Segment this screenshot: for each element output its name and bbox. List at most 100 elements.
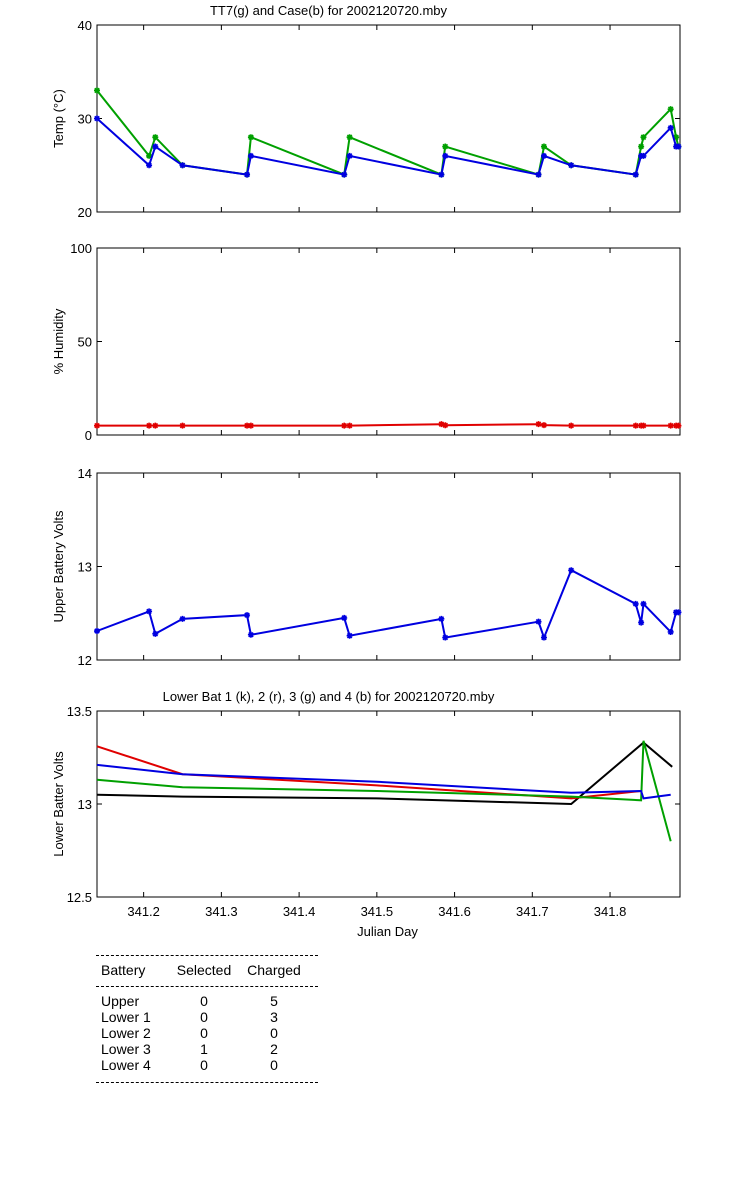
data-point: [247, 631, 254, 638]
y-tick-label: 14: [78, 466, 92, 481]
data-point: [341, 614, 348, 621]
table-mid-rule: [96, 986, 318, 987]
table-row: Upper 0 5: [96, 993, 318, 1009]
plot-frame: [96, 24, 681, 213]
data-point: [640, 600, 647, 607]
chart-title: Lower Bat 1 (k), 2 (r), 3 (g) and 4 (b) …: [163, 689, 495, 704]
data-point: [535, 421, 542, 428]
header-charged: Charged: [247, 962, 301, 978]
data-point: [247, 422, 254, 429]
data-point: [179, 615, 186, 622]
data-point: [442, 152, 449, 159]
data-point: [673, 134, 680, 141]
series-line: [96, 741, 673, 806]
row-selected: 0: [200, 1009, 208, 1025]
table-bottom-rule: [96, 1082, 318, 1083]
data-point: [179, 422, 186, 429]
data-point: [632, 171, 639, 178]
data-point: [540, 422, 547, 429]
row-selected: 0: [200, 993, 208, 1009]
data-point: [152, 422, 159, 429]
y-tick-label: 0: [85, 428, 92, 443]
row-battery: Lower 1: [101, 1009, 151, 1025]
y-axis-label: Upper Battery Volts: [51, 510, 66, 622]
data-point: [640, 422, 647, 429]
data-point: [568, 567, 575, 574]
x-tick-label: 341.3: [205, 904, 238, 919]
data-point: [442, 143, 449, 150]
x-axis-label: Julian Day: [357, 924, 418, 939]
data-point: [667, 422, 674, 429]
data-point: [341, 422, 348, 429]
data-point: [438, 615, 445, 622]
data-point: [179, 162, 186, 169]
table-row: Lower 1 0 3: [96, 1009, 318, 1025]
data-point: [640, 152, 647, 159]
y-tick-label: 13: [78, 560, 92, 575]
data-point: [675, 422, 682, 429]
row-battery: Lower 3: [101, 1041, 151, 1057]
y-tick-label: 40: [78, 18, 92, 33]
row-charged: 5: [270, 993, 278, 1009]
table-row: Lower 4 0 0: [96, 1057, 318, 1073]
table-row: Lower 3 1 2: [96, 1041, 318, 1057]
row-battery: Lower 4: [101, 1057, 151, 1073]
data-point: [341, 171, 348, 178]
data-point: [675, 609, 682, 616]
y-tick-label: 12: [78, 653, 92, 668]
data-point: [442, 634, 449, 641]
data-point: [94, 628, 100, 635]
plot-frame: [96, 472, 681, 661]
data-point: [667, 124, 674, 131]
table-row: Lower 2 0 0: [96, 1025, 318, 1041]
data-point: [152, 143, 159, 150]
x-tick-label: 341.2: [127, 904, 160, 919]
row-charged: 0: [270, 1057, 278, 1073]
y-axis-label: Lower Batter Volts: [51, 751, 66, 857]
data-point: [152, 134, 159, 141]
y-tick-label: 12.5: [67, 890, 92, 905]
plot-frame: [96, 710, 681, 898]
row-selected: 0: [200, 1025, 208, 1041]
table-body: Upper 0 5 Lower 1 0 3 Lower 2 0 0 Lower …: [96, 987, 318, 1082]
battery-table: Battery Selected Charged Upper 0 5 Lower…: [96, 955, 318, 1083]
row-charged: 3: [270, 1009, 278, 1025]
y-axis-label: Temp (°C): [51, 89, 66, 148]
data-point: [438, 421, 445, 428]
data-point: [568, 422, 575, 429]
data-point: [146, 422, 153, 429]
data-point: [535, 618, 542, 625]
data-point: [638, 143, 645, 150]
data-point: [667, 106, 674, 113]
header-selected: Selected: [176, 962, 232, 978]
data-point: [442, 422, 449, 429]
data-point: [244, 171, 251, 178]
row-charged: 0: [270, 1025, 278, 1041]
table-header-row: Battery Selected Charged: [96, 956, 318, 986]
row-charged: 2: [270, 1041, 278, 1057]
data-point: [346, 134, 353, 141]
data-point: [632, 422, 639, 429]
row-battery: Lower 2: [101, 1025, 151, 1041]
series-line: [96, 763, 671, 800]
row-selected: 1: [200, 1041, 208, 1057]
data-point: [438, 171, 445, 178]
data-point: [667, 628, 674, 635]
x-tick-label: 341.5: [361, 904, 394, 919]
data-point: [146, 608, 153, 615]
data-point: [94, 115, 100, 122]
data-point: [540, 152, 547, 159]
y-tick-label: 20: [78, 205, 92, 220]
data-point: [346, 632, 353, 639]
data-point: [640, 134, 647, 141]
y-tick-label: 100: [70, 241, 92, 256]
y-tick-label: 30: [78, 112, 92, 127]
series-line: [96, 740, 672, 842]
y-tick-label: 13.5: [67, 704, 92, 719]
series-line: [96, 745, 642, 800]
data-point: [568, 162, 575, 169]
data-point: [346, 422, 353, 429]
chart-title: TT7(g) and Case(b) for 2002120720.mby: [210, 3, 448, 18]
data-point: [675, 143, 682, 150]
data-point: [247, 134, 254, 141]
